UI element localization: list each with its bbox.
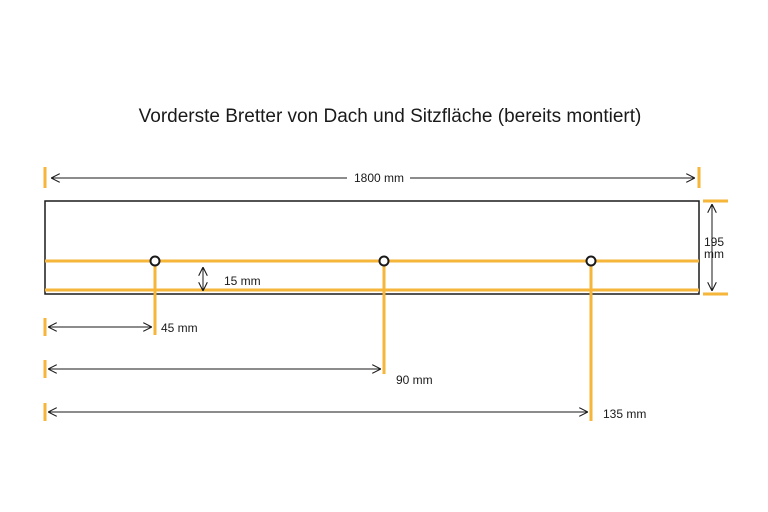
height-label-value: 195: [704, 235, 724, 249]
height-dimension: 195 mm: [703, 199, 728, 296]
hole-2: [378, 255, 390, 267]
offset-label: 15 mm: [224, 274, 261, 288]
hole-1: [149, 255, 161, 267]
hole-3-dimension: 135 mm: [43, 403, 646, 421]
length-label: 1800 mm: [354, 171, 404, 185]
hole-3: [585, 255, 597, 267]
height-label-unit: mm: [704, 247, 724, 261]
length-dimension: 1800 mm: [43, 167, 701, 188]
hole-3-label: 135 mm: [603, 407, 646, 421]
hole-2-dimension: 90 mm: [43, 360, 433, 387]
hole-1-label: 45 mm: [161, 321, 198, 335]
hole-2-label: 90 mm: [396, 373, 433, 387]
offset-dimension: 15 mm: [203, 268, 261, 290]
hole-1-dimension: 45 mm: [43, 318, 198, 336]
board-outline: [44, 200, 700, 295]
diagram-title: Vorderste Bretter von Dach und Sitzfläch…: [139, 106, 642, 127]
